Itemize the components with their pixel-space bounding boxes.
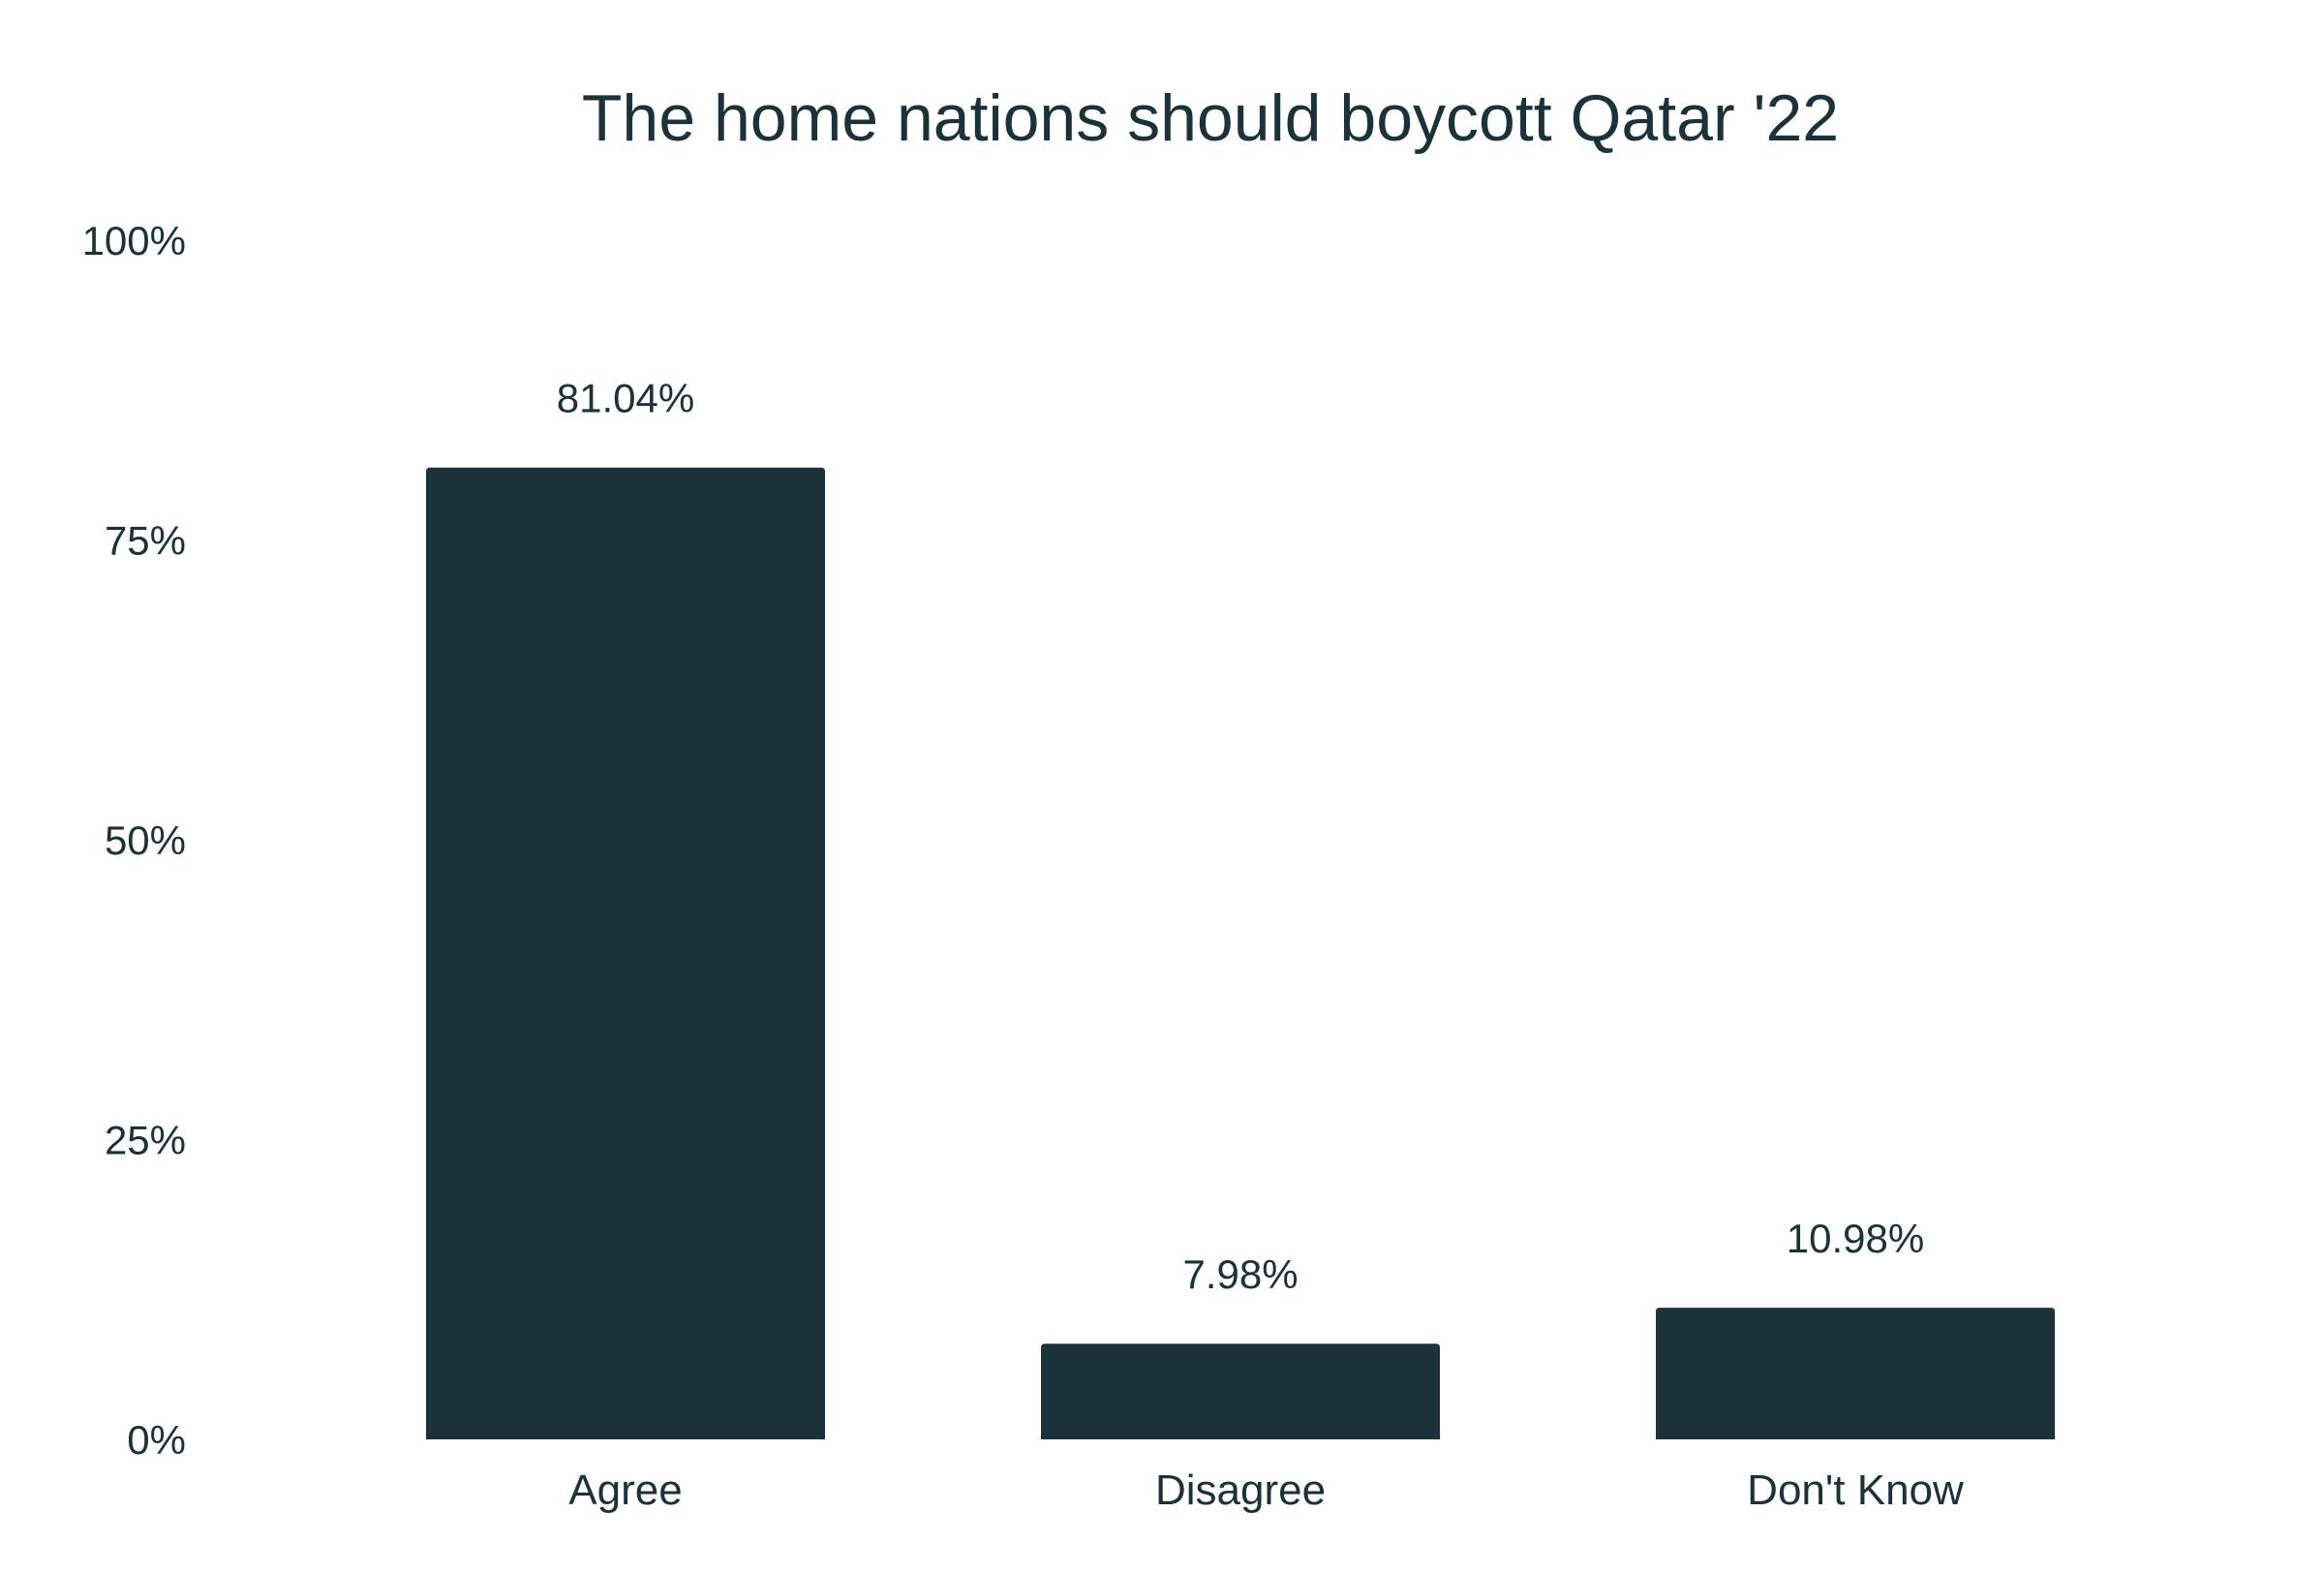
bar-don-t-know — [1656, 1308, 2055, 1439]
bar-disagree — [1041, 1343, 1440, 1439]
y-tick-label: 50% — [105, 818, 186, 863]
data-labels: 81.04% 7.98% 10.98% — [557, 376, 1924, 1297]
chart-title: The home nations should boycott Qatar '2… — [582, 81, 1839, 155]
bar-agree — [426, 467, 825, 1439]
data-label: 10.98% — [1787, 1216, 1924, 1261]
data-label: 7.98% — [1182, 1251, 1298, 1297]
y-axis-ticks: 0% 25% 50% 75% 100% — [82, 218, 186, 1463]
x-axis-labels: Agree Disagree Don't Know — [568, 1466, 1964, 1514]
y-tick-label: 75% — [105, 518, 186, 564]
x-tick-label: Don't Know — [1747, 1466, 1964, 1514]
data-label: 81.04% — [557, 376, 694, 421]
y-tick-label: 25% — [105, 1118, 186, 1163]
y-tick-label: 0% — [127, 1417, 186, 1463]
x-tick-label: Agree — [568, 1466, 682, 1514]
x-tick-label: Disagree — [1155, 1466, 1326, 1514]
bar-series — [426, 467, 2055, 1439]
y-tick-label: 100% — [82, 218, 186, 263]
